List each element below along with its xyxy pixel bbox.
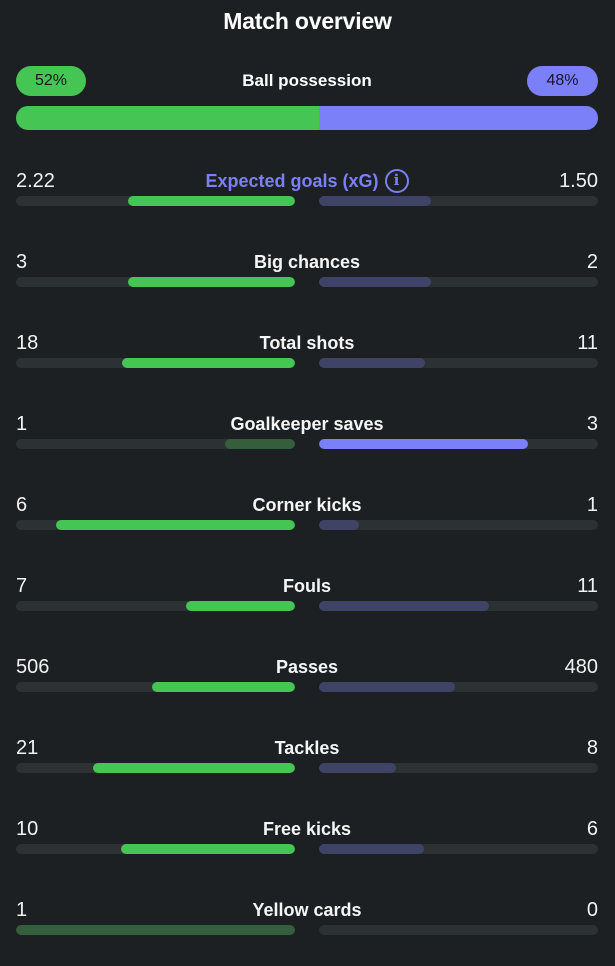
home-stat-value: 7 xyxy=(16,575,28,597)
away-stat-value: 1.50 xyxy=(559,170,598,192)
home-stat-bar xyxy=(16,277,295,287)
home-stat-bar xyxy=(16,601,295,611)
away-stat-bar xyxy=(319,439,598,449)
away-possession-fill xyxy=(318,106,598,130)
away-stat-bar xyxy=(319,358,598,368)
home-stat-fill xyxy=(16,925,295,935)
away-stat-bar xyxy=(319,844,598,854)
stat-row: 1 Yellow cards 0 xyxy=(16,898,598,938)
away-stat-bar xyxy=(319,520,598,530)
home-stat-value: 506 xyxy=(16,656,50,678)
home-stat-fill xyxy=(55,520,295,530)
away-stat-value: 6 xyxy=(586,818,598,840)
home-stat-bar xyxy=(16,682,295,692)
home-stat-value: 3 xyxy=(16,251,28,273)
stat-label-text: Goalkeeper saves xyxy=(230,414,384,434)
stat-row: 7 Fouls 11 xyxy=(16,574,598,614)
possession-label: Ball possession xyxy=(242,71,372,90)
away-stat-fill xyxy=(319,520,359,530)
stat-row: 1 Goalkeeper saves 3 xyxy=(16,412,598,452)
home-stat-fill xyxy=(225,439,295,449)
stat-label: Goalkeeper saves xyxy=(16,412,598,436)
stat-label-text: Fouls xyxy=(283,576,331,596)
stat-row: 3 Big chances 2 xyxy=(16,250,598,290)
home-stat-value: 1 xyxy=(16,899,28,921)
away-stat-value: 8 xyxy=(586,737,598,759)
away-stat-bar xyxy=(319,196,598,206)
stat-label: Fouls xyxy=(16,574,598,598)
away-stat-fill xyxy=(319,844,424,854)
stat-label-text: Expected goals (xG) xyxy=(205,171,379,191)
home-stat-bar xyxy=(16,439,295,449)
home-stat-fill xyxy=(93,763,295,773)
away-stat-bar xyxy=(319,682,598,692)
away-stat-fill xyxy=(319,763,396,773)
stat-label: Tackles xyxy=(16,736,598,760)
away-stat-fill xyxy=(319,358,426,368)
away-stat-bar xyxy=(319,925,598,935)
home-stat-bar xyxy=(16,520,295,530)
home-stat-bar xyxy=(16,925,295,935)
stat-row: 21 Tackles 8 xyxy=(16,736,598,776)
stat-label: Yellow cards xyxy=(16,898,598,922)
stat-row: 2.22 Expected goals (xG) i 1.50 xyxy=(16,168,598,209)
away-stat-fill xyxy=(319,601,490,611)
home-stat-fill xyxy=(122,358,295,368)
away-stat-value: 0 xyxy=(586,899,598,921)
away-stat-value: 11 xyxy=(577,575,598,597)
stat-label-text: Free kicks xyxy=(262,819,352,839)
home-stat-fill xyxy=(186,601,295,611)
stat-label: Corner kicks xyxy=(16,493,598,517)
stat-row: 10 Free kicks 6 xyxy=(16,817,598,857)
stat-label-text: Passes xyxy=(275,657,339,677)
stat-row: 6 Corner kicks 1 xyxy=(16,493,598,533)
away-stat-fill xyxy=(319,682,455,692)
home-stat-value: 21 xyxy=(16,737,39,759)
home-stat-bar xyxy=(16,763,295,773)
home-stat-fill xyxy=(127,277,295,287)
away-stat-value: 1 xyxy=(586,494,598,516)
away-stat-bar xyxy=(319,601,598,611)
away-stat-value: 11 xyxy=(577,332,598,354)
stat-label-text: Total shots xyxy=(259,333,355,353)
away-stat-fill xyxy=(319,277,431,287)
home-possession-badge: 52% xyxy=(16,66,86,96)
home-stat-value: 2.22 xyxy=(16,170,55,192)
away-possession-badge: 48% xyxy=(527,66,598,96)
away-stat-fill xyxy=(319,196,432,206)
stat-label[interactable]: Expected goals (xG) i xyxy=(16,168,598,193)
stat-label: Total shots xyxy=(16,331,598,355)
home-stat-value: 18 xyxy=(16,332,39,354)
home-stat-bar xyxy=(16,196,295,206)
stat-label-text: Tackles xyxy=(274,738,340,758)
stat-label-text: Corner kicks xyxy=(252,495,362,515)
home-stat-fill xyxy=(120,844,295,854)
home-stat-bar xyxy=(16,358,295,368)
home-stat-value: 10 xyxy=(16,818,39,840)
stat-label: Passes xyxy=(16,655,598,679)
away-stat-value: 480 xyxy=(564,656,598,678)
home-possession-fill xyxy=(16,106,319,130)
home-stat-value: 6 xyxy=(16,494,28,516)
stat-label-text: Yellow cards xyxy=(252,900,362,920)
away-stat-bar xyxy=(319,277,598,287)
possession-header: 52% Ball possession 48% xyxy=(16,66,598,96)
away-stat-value: 2 xyxy=(586,251,598,273)
possession-bar xyxy=(16,106,598,130)
stat-row: 18 Total shots 11 xyxy=(16,331,598,371)
stat-label-text: Big chances xyxy=(253,252,361,272)
stat-row: 506 Passes 480 xyxy=(16,655,598,695)
home-stat-fill xyxy=(128,196,295,206)
info-icon[interactable]: i xyxy=(384,168,409,193)
home-stat-value: 1 xyxy=(16,413,28,435)
away-stat-fill xyxy=(319,439,529,449)
away-stat-bar xyxy=(319,763,598,773)
stat-label: Big chances xyxy=(16,250,598,274)
stat-label: Free kicks xyxy=(16,817,598,841)
away-stat-value: 3 xyxy=(586,413,598,435)
home-stat-fill xyxy=(151,682,295,692)
page-title: Match overview xyxy=(223,8,392,34)
home-stat-bar xyxy=(16,844,295,854)
